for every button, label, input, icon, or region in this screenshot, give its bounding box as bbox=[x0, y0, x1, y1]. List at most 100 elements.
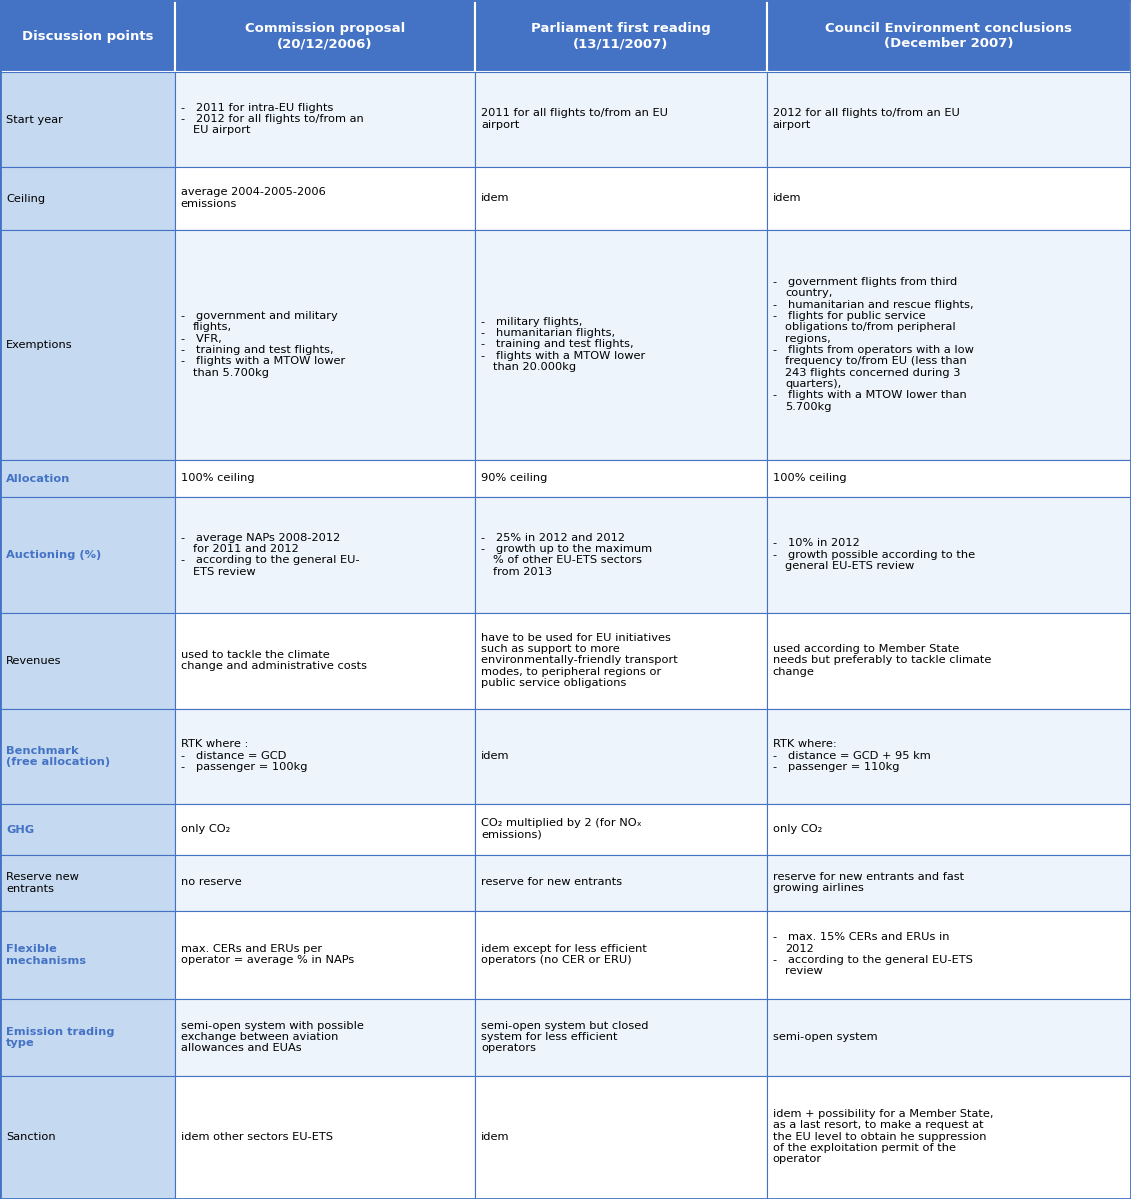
Bar bbox=[174, 0, 475, 72]
Text: -   VFR,: - VFR, bbox=[181, 333, 222, 344]
Text: -   growth possible according to the: - growth possible according to the bbox=[772, 549, 975, 560]
Bar bbox=[475, 999, 767, 1076]
Bar bbox=[767, 460, 1131, 498]
Text: -   25% in 2012 and 2012: - 25% in 2012 and 2012 bbox=[481, 532, 625, 543]
Text: 5.700kg: 5.700kg bbox=[785, 402, 831, 411]
Text: no reserve: no reserve bbox=[181, 878, 242, 887]
Text: average 2004-2005-2006: average 2004-2005-2006 bbox=[181, 187, 326, 198]
Text: EU airport: EU airport bbox=[193, 126, 251, 135]
Bar bbox=[0, 168, 174, 230]
Bar bbox=[767, 230, 1131, 460]
Text: review: review bbox=[785, 966, 823, 976]
Text: environmentally-friendly transport: environmentally-friendly transport bbox=[481, 656, 677, 665]
Text: idem: idem bbox=[481, 751, 510, 760]
Bar bbox=[475, 72, 767, 168]
Text: of the exploitation permit of the: of the exploitation permit of the bbox=[772, 1143, 956, 1153]
Bar bbox=[475, 460, 767, 498]
Text: -   10% in 2012: - 10% in 2012 bbox=[772, 538, 860, 548]
Text: idem: idem bbox=[481, 193, 510, 203]
Text: 243 flights concerned during 3: 243 flights concerned during 3 bbox=[785, 368, 960, 378]
Text: Allocation: Allocation bbox=[6, 474, 70, 483]
Text: country,: country, bbox=[785, 289, 832, 299]
Text: 2011 for all flights to/from an EU: 2011 for all flights to/from an EU bbox=[481, 108, 668, 119]
Bar bbox=[174, 805, 475, 855]
Bar bbox=[475, 0, 767, 72]
Text: -   according to the general EU-ETS: - according to the general EU-ETS bbox=[772, 956, 973, 965]
Text: than 20.000kg: than 20.000kg bbox=[493, 362, 577, 372]
Text: regions,: regions, bbox=[785, 333, 831, 344]
Bar bbox=[767, 999, 1131, 1076]
Text: Auctioning (%): Auctioning (%) bbox=[6, 550, 102, 560]
Bar bbox=[475, 614, 767, 709]
Text: -   flights with a MTOW lower: - flights with a MTOW lower bbox=[181, 356, 345, 367]
Text: change: change bbox=[772, 667, 814, 676]
Text: quarters),: quarters), bbox=[785, 379, 841, 388]
Text: max. CERs and ERUs per: max. CERs and ERUs per bbox=[181, 944, 322, 953]
Text: semi-open system with possible: semi-open system with possible bbox=[181, 1020, 363, 1030]
Text: emissions: emissions bbox=[181, 199, 238, 209]
Text: growing airlines: growing airlines bbox=[772, 882, 864, 893]
Text: used according to Member State: used according to Member State bbox=[772, 644, 959, 655]
Bar bbox=[767, 72, 1131, 168]
Text: system for less efficient: system for less efficient bbox=[481, 1032, 618, 1042]
Text: Commission proposal
(20/12/2006): Commission proposal (20/12/2006) bbox=[244, 22, 405, 50]
Bar bbox=[174, 855, 475, 911]
Text: modes, to peripheral regions or: modes, to peripheral regions or bbox=[481, 667, 662, 676]
Bar bbox=[475, 911, 767, 999]
Bar bbox=[174, 614, 475, 709]
Bar bbox=[174, 1076, 475, 1199]
Text: -   training and test flights,: - training and test flights, bbox=[481, 339, 633, 349]
Text: Discussion points: Discussion points bbox=[21, 30, 153, 42]
Bar bbox=[767, 168, 1131, 230]
Bar bbox=[174, 72, 475, 168]
Bar bbox=[0, 999, 174, 1076]
Text: from 2013: from 2013 bbox=[493, 567, 552, 577]
Bar bbox=[475, 1076, 767, 1199]
Text: 2012: 2012 bbox=[785, 944, 814, 953]
Text: semi-open system but closed: semi-open system but closed bbox=[481, 1020, 648, 1030]
Text: idem: idem bbox=[481, 1132, 510, 1141]
Text: -   max. 15% CERs and ERUs in: - max. 15% CERs and ERUs in bbox=[772, 933, 949, 942]
Text: the EU level to obtain he suppression: the EU level to obtain he suppression bbox=[772, 1132, 986, 1141]
Text: -   flights with a MTOW lower: - flights with a MTOW lower bbox=[481, 351, 646, 361]
Text: -   distance = GCD: - distance = GCD bbox=[181, 751, 286, 760]
Bar bbox=[475, 168, 767, 230]
Text: Benchmark
(free allocation): Benchmark (free allocation) bbox=[6, 746, 110, 767]
Text: operator: operator bbox=[772, 1155, 822, 1164]
Text: flights,: flights, bbox=[193, 323, 232, 332]
Text: GHG: GHG bbox=[6, 825, 34, 835]
Bar bbox=[767, 614, 1131, 709]
Text: -   2011 for intra-EU flights: - 2011 for intra-EU flights bbox=[181, 103, 334, 113]
Bar bbox=[0, 498, 174, 614]
Text: allowances and EUAs: allowances and EUAs bbox=[181, 1043, 301, 1053]
Bar bbox=[767, 1076, 1131, 1199]
Text: Start year: Start year bbox=[6, 115, 63, 125]
Text: -   passenger = 100kg: - passenger = 100kg bbox=[181, 763, 308, 772]
Text: change and administrative costs: change and administrative costs bbox=[181, 661, 366, 671]
Text: Parliament first reading
(13/11/2007): Parliament first reading (13/11/2007) bbox=[532, 22, 710, 50]
Text: -   distance = GCD + 95 km: - distance = GCD + 95 km bbox=[772, 751, 931, 760]
Text: exchange between aviation: exchange between aviation bbox=[181, 1032, 338, 1042]
Text: idem other sectors EU-ETS: idem other sectors EU-ETS bbox=[181, 1132, 333, 1141]
Text: operators (no CER or ERU): operators (no CER or ERU) bbox=[481, 956, 631, 965]
Bar bbox=[174, 498, 475, 614]
Text: Reserve new
entrants: Reserve new entrants bbox=[6, 872, 79, 893]
Text: ETS review: ETS review bbox=[193, 567, 256, 577]
Text: -   growth up to the maximum: - growth up to the maximum bbox=[481, 544, 653, 554]
Text: semi-open system: semi-open system bbox=[772, 1032, 878, 1042]
Bar bbox=[174, 168, 475, 230]
Bar bbox=[0, 230, 174, 460]
Bar bbox=[0, 855, 174, 911]
Bar bbox=[174, 709, 475, 805]
Bar bbox=[0, 1076, 174, 1199]
Bar bbox=[174, 999, 475, 1076]
Text: have to be used for EU initiatives: have to be used for EU initiatives bbox=[481, 633, 671, 643]
Bar bbox=[0, 911, 174, 999]
Text: needs but preferably to tackle climate: needs but preferably to tackle climate bbox=[772, 656, 991, 665]
Text: -   humanitarian flights,: - humanitarian flights, bbox=[481, 329, 615, 338]
Text: RTK where :: RTK where : bbox=[181, 740, 248, 749]
Bar bbox=[767, 805, 1131, 855]
Text: Ceiling: Ceiling bbox=[6, 194, 45, 204]
Text: operators: operators bbox=[481, 1043, 536, 1053]
Text: -   government flights from third: - government flights from third bbox=[772, 277, 957, 288]
